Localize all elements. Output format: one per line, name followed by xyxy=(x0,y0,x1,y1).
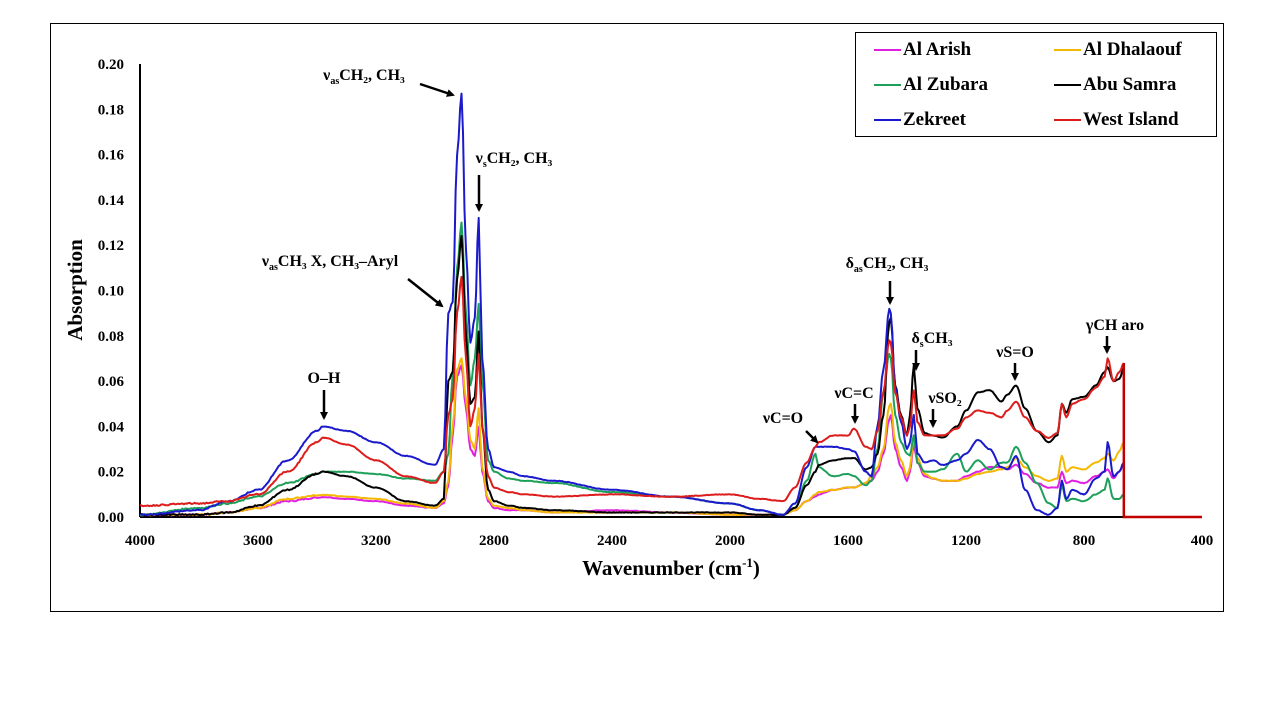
annotation-subscript: as xyxy=(330,76,339,87)
annotation-label: νC=C xyxy=(833,385,873,402)
y-tick-label: 0.00 xyxy=(98,510,124,526)
figure-frame xyxy=(50,23,1224,612)
annotation-group: CH₂, CH₃ xyxy=(487,150,553,167)
annotation-symbol: δ xyxy=(911,330,919,347)
y-tick-label: 0.14 xyxy=(98,193,125,209)
legend-label: Al Zubara xyxy=(903,74,988,95)
x-tick-label: 3200 xyxy=(361,533,391,549)
legend-swatch xyxy=(874,119,901,121)
x-axis-title: Wavenumber (cm-1) xyxy=(582,555,760,580)
annotation-symbol: ν xyxy=(475,150,483,167)
annotation-label: νC=O xyxy=(762,410,803,427)
series-line-zekreet xyxy=(139,92,1125,517)
legend-label: Al Dhalaouf xyxy=(1083,39,1182,60)
cutoff-line xyxy=(1122,362,1202,519)
axes xyxy=(139,64,1202,518)
x-axis-title-sup: -1 xyxy=(742,555,753,570)
legend-item: Zekreet xyxy=(874,109,966,131)
legend-swatch xyxy=(1054,84,1081,86)
x-tick-label: 1600 xyxy=(833,533,863,549)
x-tick-label: 2000 xyxy=(715,533,745,549)
legend-item: Abu Samra xyxy=(1054,74,1176,96)
y-axis-title: Absorption xyxy=(63,239,87,341)
annotation-label: νsCH₂, CH₃ xyxy=(475,150,553,170)
annotation-label: νasCH₂, CH₃ xyxy=(322,67,405,87)
x-tick-label: 2400 xyxy=(597,533,627,549)
x-tick-label: 1200 xyxy=(951,533,981,549)
annotation-group: CH₂, CH₃ xyxy=(339,67,405,84)
annotation-subscript: as xyxy=(854,264,863,275)
annotation-label: νasCH₃ X, CH₃–Aryl xyxy=(261,253,399,273)
legend-label: Abu Samra xyxy=(1083,74,1177,95)
annotation-subscript: s xyxy=(483,159,487,170)
annotation-symbol: ν xyxy=(261,253,269,270)
legend-item: Al Zubara xyxy=(874,74,988,96)
y-tick-label: 0.10 xyxy=(98,284,124,300)
legend-item: Al Dhalaouf xyxy=(1054,39,1182,61)
y-tick-label: 0.16 xyxy=(98,148,125,164)
y-tick-label: 0.04 xyxy=(98,419,125,435)
x-tick-labels: 4000 3600 3200 2800 2400 2000 1600 1200 800 400 xyxy=(125,533,1213,549)
x-tick-label: 800 xyxy=(1073,533,1096,549)
legend: Al Arish Al Dhalaouf Al Zubara Abu Samra… xyxy=(855,32,1217,137)
annotation-label: γCH aro xyxy=(1085,317,1144,334)
annotation-subscript: as xyxy=(269,262,278,273)
y-tick-label: 0.08 xyxy=(98,329,124,345)
annotation-symbol: ν xyxy=(322,67,330,84)
annotation-group: CH₂, CH₃ xyxy=(863,255,929,272)
series-line-abu-samra xyxy=(139,234,1125,517)
x-tick-label: 3600 xyxy=(243,533,273,549)
annotation-arrow xyxy=(805,430,819,444)
legend-swatch xyxy=(874,84,901,86)
y-tick-labels: 0.00 0.02 0.04 0.06 0.08 0.10 0.12 0.14 0.16 0.18… xyxy=(98,57,125,526)
annotation-symbol: δ xyxy=(846,255,854,272)
x-tick-label: 4000 xyxy=(125,533,155,549)
annotation-label: O–H xyxy=(308,370,341,387)
series-line-west-island xyxy=(139,275,1125,508)
annotation-label: δsCH₃ xyxy=(911,330,952,350)
y-tick-label: 0.18 xyxy=(98,102,124,118)
legend-label: Zekreet xyxy=(903,109,966,130)
annotation-group: CH₃ xyxy=(924,330,953,347)
y-tick-label: 0.06 xyxy=(98,374,125,390)
y-tick-label: 0.20 xyxy=(98,57,124,73)
x-axis-title-end: ) xyxy=(753,556,760,580)
x-tick-label: 400 xyxy=(1191,533,1214,549)
legend-item: Al Arish xyxy=(874,39,971,61)
legend-label: Al Arish xyxy=(903,39,972,60)
annotation-arrow xyxy=(407,278,444,308)
annotation-label: νS=O xyxy=(995,344,1034,361)
annotation-group: CH₃ X, CH₃–Aryl xyxy=(278,253,399,270)
legend-label: West Island xyxy=(1083,109,1179,130)
annotation-arrow xyxy=(419,82,455,97)
legend-item: West Island xyxy=(1054,109,1179,131)
series-line-al-zubara xyxy=(139,221,1125,517)
y-tick-label: 0.12 xyxy=(98,238,124,254)
x-axis-title-main: Wavenumber (cm xyxy=(582,556,743,580)
annotation-label: νSO₂ xyxy=(927,390,961,407)
legend-swatch xyxy=(1054,119,1081,121)
legend-swatch xyxy=(1054,49,1081,51)
series-lines xyxy=(139,92,1202,519)
y-tick-label: 0.02 xyxy=(98,465,124,481)
legend-swatch xyxy=(874,49,901,51)
x-tick-label: 2800 xyxy=(479,533,509,549)
annotation-label: δasCH₂, CH₃ xyxy=(846,255,929,275)
annotation-subscript: s xyxy=(920,339,924,350)
